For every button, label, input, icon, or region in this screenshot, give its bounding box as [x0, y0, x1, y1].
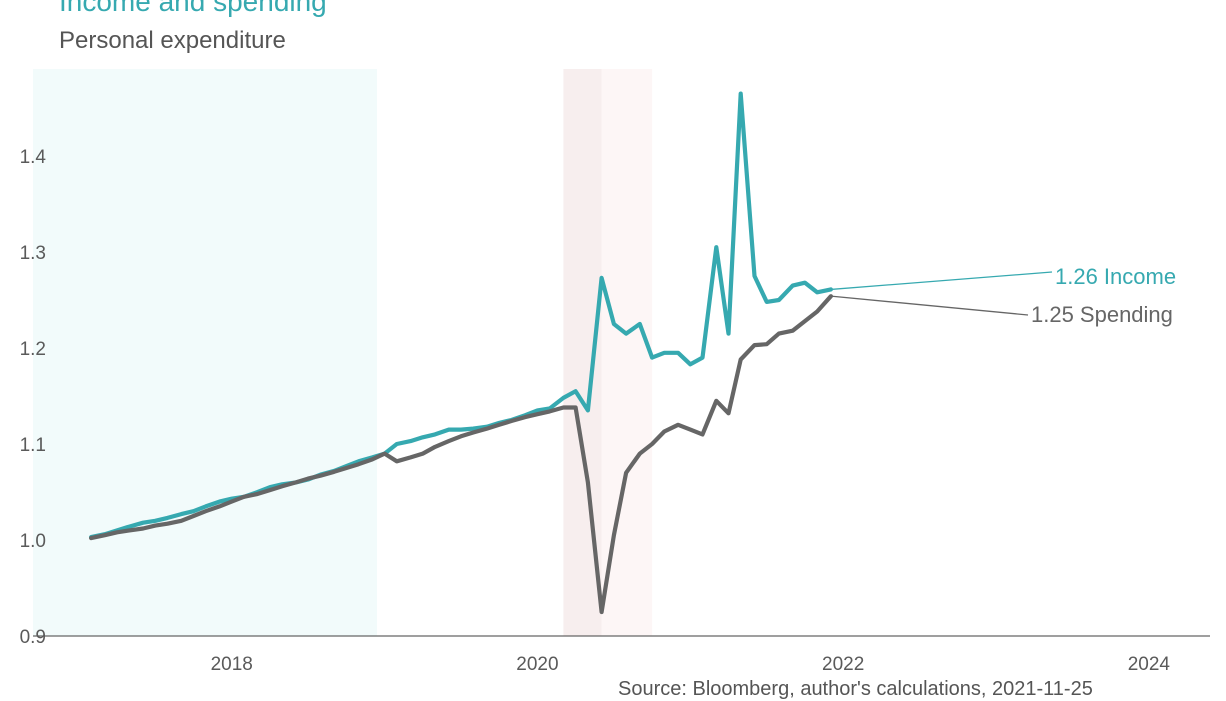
series-line-spending — [89, 294, 833, 615]
y-tick-label: 0.9 — [20, 627, 46, 648]
y-tick-label: 1.1 — [20, 435, 46, 456]
y-tick-label: 1.0 — [20, 531, 46, 552]
end-label-income: 1.26 Income — [1055, 264, 1176, 289]
end-label-leader-spending — [830, 295, 1029, 316]
y-tick-label: 1.2 — [20, 339, 46, 360]
shaded-region-3 — [601, 69, 653, 636]
end-label-leader-income — [830, 271, 1053, 291]
y-tick-label: 1.4 — [20, 147, 47, 168]
x-tick-label: 2022 — [822, 654, 864, 675]
x-tick-label: 2024 — [1128, 654, 1171, 675]
x-tick-label: 2018 — [211, 654, 253, 675]
x-tick-label: 2020 — [516, 654, 558, 675]
end-label-spending: 1.25 Spending — [1031, 302, 1173, 327]
series-line-income — [89, 91, 833, 540]
y-tick-label: 1.3 — [20, 243, 46, 264]
shaded-region-1 — [33, 69, 377, 636]
chart-title: Income and spending — [59, 0, 327, 17]
chart-subtitle: Personal expenditure — [59, 27, 286, 54]
